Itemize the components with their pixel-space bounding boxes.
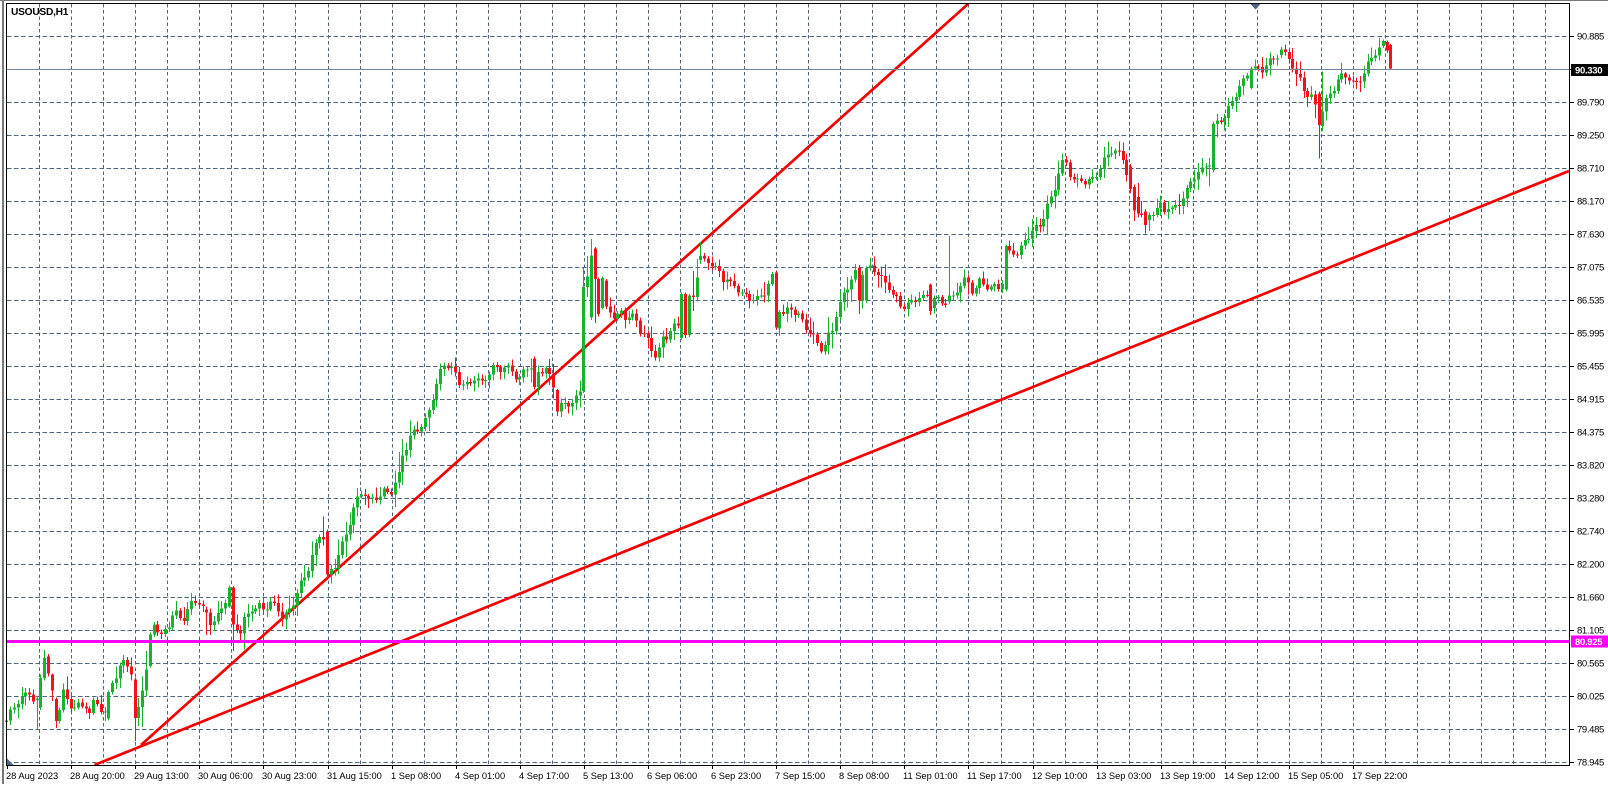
svg-text:89.250: 89.250 [1577, 131, 1604, 142]
svg-text:30 Aug 23:00: 30 Aug 23:00 [262, 771, 317, 781]
svg-text:85.455: 85.455 [1577, 362, 1604, 373]
svg-text:14 Sep 12:00: 14 Sep 12:00 [1224, 771, 1279, 781]
svg-text:79.485: 79.485 [1577, 725, 1604, 736]
svg-text:89.790: 89.790 [1577, 98, 1604, 109]
svg-text:6 Sep 23:00: 6 Sep 23:00 [711, 771, 761, 781]
svg-text:82.200: 82.200 [1577, 560, 1604, 571]
svg-text:80.925: 80.925 [1575, 637, 1603, 648]
svg-text:82.740: 82.740 [1577, 527, 1604, 538]
svg-text:28 Aug 20:00: 28 Aug 20:00 [70, 771, 125, 781]
svg-text:87.075: 87.075 [1577, 263, 1604, 274]
svg-text:87.630: 87.630 [1577, 230, 1604, 241]
svg-text:80.565: 80.565 [1577, 659, 1604, 670]
svg-text:29 Aug 13:00: 29 Aug 13:00 [134, 771, 189, 781]
svg-text:13 Sep 19:00: 13 Sep 19:00 [1160, 771, 1215, 781]
svg-text:84.375: 84.375 [1577, 428, 1604, 439]
svg-text:81.105: 81.105 [1577, 626, 1604, 637]
svg-text:86.535: 86.535 [1577, 296, 1604, 307]
svg-text:13 Sep 03:00: 13 Sep 03:00 [1096, 771, 1151, 781]
svg-text:31 Aug 15:00: 31 Aug 15:00 [327, 771, 382, 781]
svg-text:15 Sep 05:00: 15 Sep 05:00 [1288, 771, 1343, 781]
svg-text:80.025: 80.025 [1577, 692, 1604, 703]
svg-text:11 Sep 01:00: 11 Sep 01:00 [903, 771, 958, 781]
svg-text:85.995: 85.995 [1577, 329, 1604, 340]
svg-text:28 Aug 2023: 28 Aug 2023 [6, 771, 58, 781]
svg-text:90.330: 90.330 [1575, 66, 1602, 77]
svg-text:84.915: 84.915 [1577, 395, 1604, 406]
svg-text:81.660: 81.660 [1577, 593, 1604, 604]
svg-text:11 Sep 17:00: 11 Sep 17:00 [967, 771, 1022, 781]
svg-text:USOUSD,H1: USOUSD,H1 [11, 7, 69, 18]
svg-text:83.280: 83.280 [1577, 494, 1604, 505]
svg-text:90.885: 90.885 [1577, 32, 1604, 43]
svg-text:83.820: 83.820 [1577, 461, 1604, 472]
svg-text:12 Sep 10:00: 12 Sep 10:00 [1032, 771, 1087, 781]
svg-text:17 Sep 22:00: 17 Sep 22:00 [1352, 771, 1407, 781]
svg-text:5 Sep 13:00: 5 Sep 13:00 [583, 771, 633, 781]
svg-text:78.945: 78.945 [1577, 758, 1604, 769]
svg-text:88.710: 88.710 [1577, 164, 1604, 175]
svg-text:1 Sep 08:00: 1 Sep 08:00 [391, 771, 441, 781]
svg-text:8 Sep 08:00: 8 Sep 08:00 [839, 771, 889, 781]
svg-text:4 Sep 17:00: 4 Sep 17:00 [519, 771, 569, 781]
svg-text:4 Sep 01:00: 4 Sep 01:00 [455, 771, 505, 781]
svg-text:30 Aug 06:00: 30 Aug 06:00 [198, 771, 253, 781]
svg-text:6 Sep 06:00: 6 Sep 06:00 [647, 771, 697, 781]
svg-text:88.170: 88.170 [1577, 197, 1604, 208]
svg-text:7 Sep 15:00: 7 Sep 15:00 [775, 771, 825, 781]
